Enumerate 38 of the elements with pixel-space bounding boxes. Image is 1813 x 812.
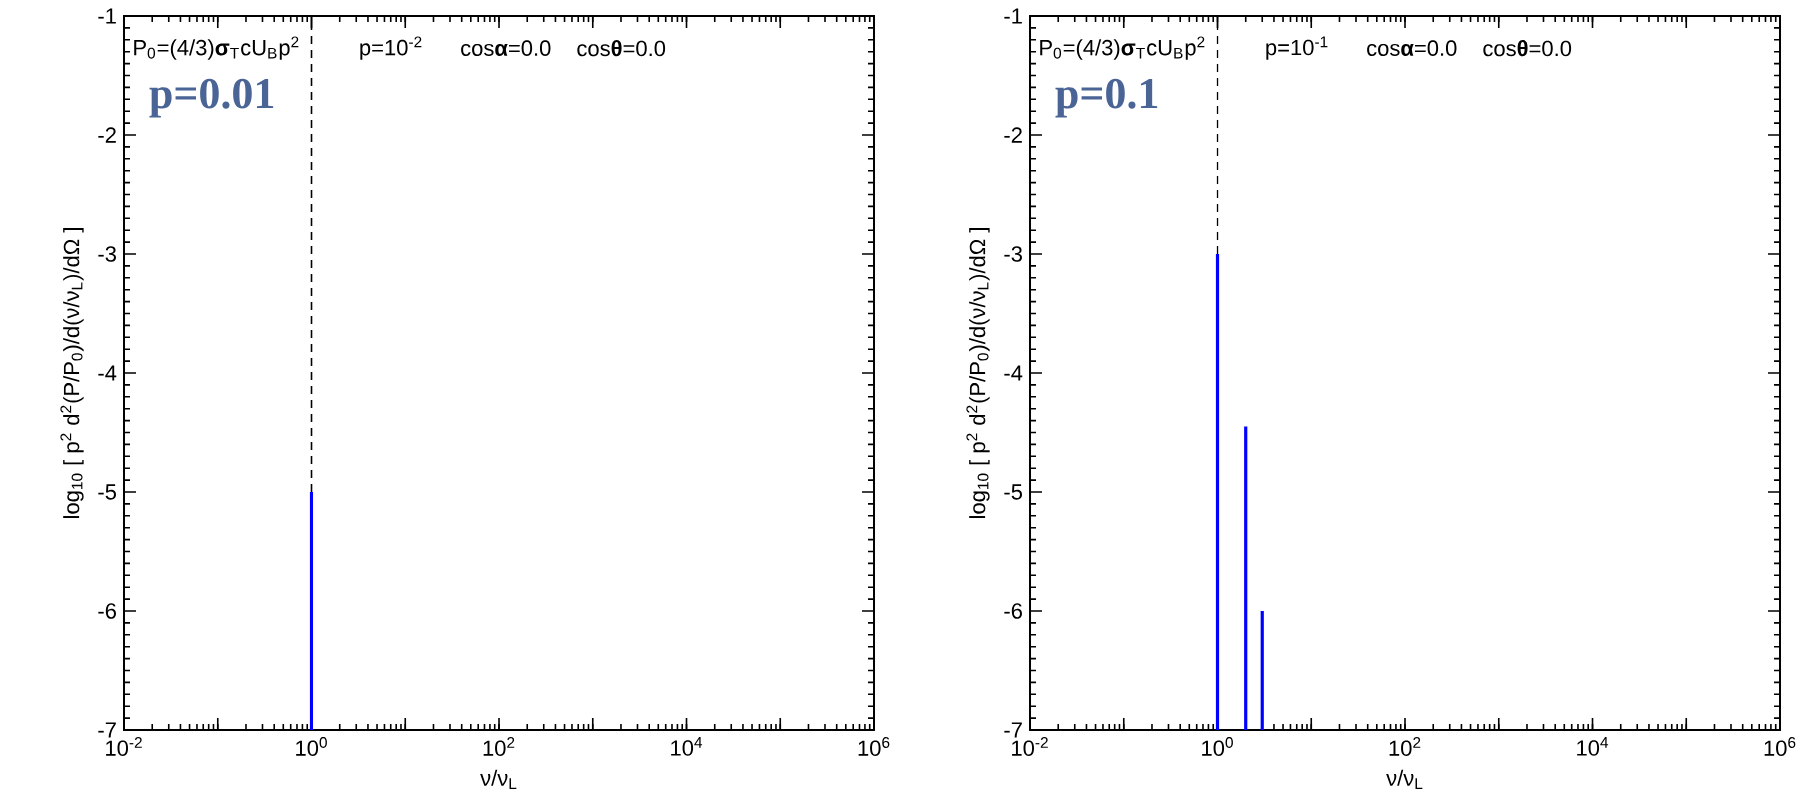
y-tick-label: -5 [98, 484, 116, 500]
x-tick-label: 10$^{4}$ [1577, 737, 1609, 756]
annotation: p=0.01 [149, 78, 274, 118]
y-tick-label: -2 [98, 127, 116, 143]
y-tick-label: -2 [1004, 127, 1022, 143]
x-tick-label: 10$^{0}$ [296, 737, 327, 756]
y-tick-label: -6 [98, 603, 116, 619]
x-tick-label: 10$^{-2}$ [106, 737, 142, 756]
y-tick-label: -4 [98, 365, 117, 381]
x-tick-label: 10$^{6}$ [858, 737, 890, 756]
x-tick-label: 10$^{0}$ [1202, 737, 1233, 756]
x-tick-label: 10$^{4}$ [671, 737, 703, 756]
text: log$_{10}$ [ p$^{2}$ d$^{2}$(P/P$_{0}$)/d(ν/ν$_{L}$)/dΩ ] [966, 228, 990, 518]
y-tick-label: -4 [1004, 365, 1023, 381]
y-tick-label: -6 [1004, 603, 1022, 619]
y-tick-label: -7 [98, 722, 116, 738]
x-tick-label: 10$^{6}$ [1764, 737, 1796, 756]
annotation: cosα=0.0 [1367, 40, 1457, 56]
annotation: p=0.1 [1055, 78, 1158, 118]
y-tick-label: -3 [98, 246, 116, 262]
text: log$_{10}$ [ p$^{2}$ d$^{2}$(P/P$_{0}$)/d(ν/ν$_{L}$)/dΩ ] [60, 228, 84, 518]
x-tick-label: 10$^{2}$ [483, 737, 515, 756]
annotation: p=10$^{-1}$ [1266, 36, 1328, 60]
y-tick-label: -5 [1004, 484, 1022, 500]
text: P$_{0}$=(4/3)σ$_{T}$cU$_{B}$p$^{2}$ [134, 36, 299, 60]
x-axis-title: ν/ν$_{L}$ [1386, 769, 1423, 789]
text: P$_{0}$=(4/3)σ$_{T}$cU$_{B}$p$^{2}$ [1040, 36, 1205, 60]
annotation: cosθ=0.0 [577, 40, 666, 57]
y-tick-label: -1 [98, 8, 116, 24]
x-axis-title: ν/ν$_{L}$ [480, 769, 517, 789]
y-tick-label: -1 [1004, 8, 1022, 24]
annotation: p=10$^{-2}$ [360, 36, 422, 60]
annotation: cosθ=0.0 [1483, 40, 1572, 57]
y-tick-label: -3 [1004, 246, 1022, 262]
annotation: cosα=0.0 [461, 40, 551, 56]
y-tick-label: -7 [1004, 722, 1022, 738]
x-tick-label: 10$^{2}$ [1389, 737, 1421, 756]
x-tick-label: 10$^{-2}$ [1012, 737, 1048, 756]
